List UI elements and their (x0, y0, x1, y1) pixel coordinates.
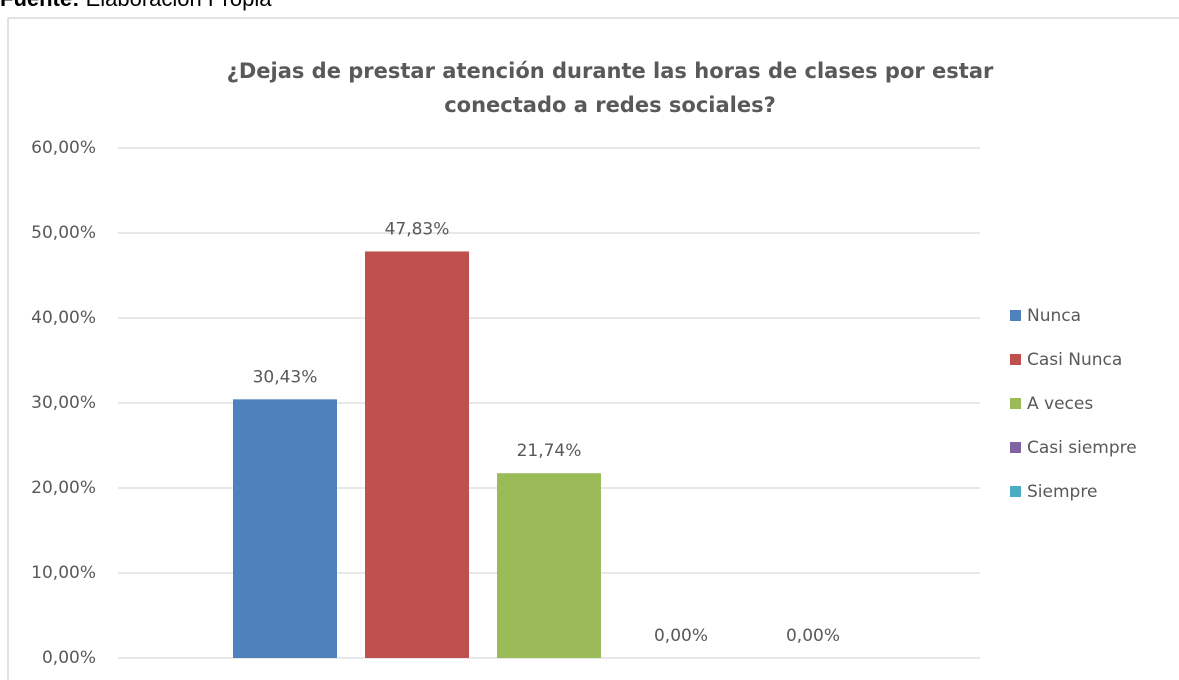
data-label: 47,83% (385, 219, 450, 239)
data-label: 30,43% (253, 367, 318, 387)
chart-title: ¿Dejas de prestar atención durante las h… (226, 59, 994, 117)
y-tick-label: 40,00% (31, 308, 96, 328)
legend-swatch (1010, 398, 1021, 409)
legend-label: Siempre (1027, 482, 1097, 502)
legend-label: Nunca (1027, 306, 1081, 326)
legend-label: Casi siempre (1027, 438, 1137, 458)
legend-label: A veces (1027, 394, 1093, 414)
y-tick-label: 50,00% (31, 223, 96, 243)
legend-swatch (1010, 310, 1021, 321)
data-label: 0,00% (786, 626, 840, 646)
chart-border (7, 17, 1179, 680)
legend-swatch (1010, 486, 1021, 497)
bar (233, 399, 337, 658)
bar (365, 251, 469, 658)
y-tick-label: 20,00% (31, 478, 96, 498)
y-tick-label: 0,00% (42, 648, 96, 668)
source-text: Elaboración Propia (86, 0, 272, 11)
bar (497, 473, 601, 658)
data-label: 0,00% (654, 626, 708, 646)
source-label: Fuente: (0, 0, 79, 11)
legend-label: Casi Nunca (1027, 350, 1122, 370)
y-tick-label: 10,00% (31, 563, 96, 583)
source: Fuente: Elaboración Propia (0, 0, 271, 12)
legend-swatch (1010, 442, 1021, 453)
legend-swatch (1010, 354, 1021, 365)
y-tick-label: 60,00% (31, 138, 96, 158)
data-label: 21,74% (517, 441, 582, 461)
y-tick-label: 30,00% (31, 393, 96, 413)
